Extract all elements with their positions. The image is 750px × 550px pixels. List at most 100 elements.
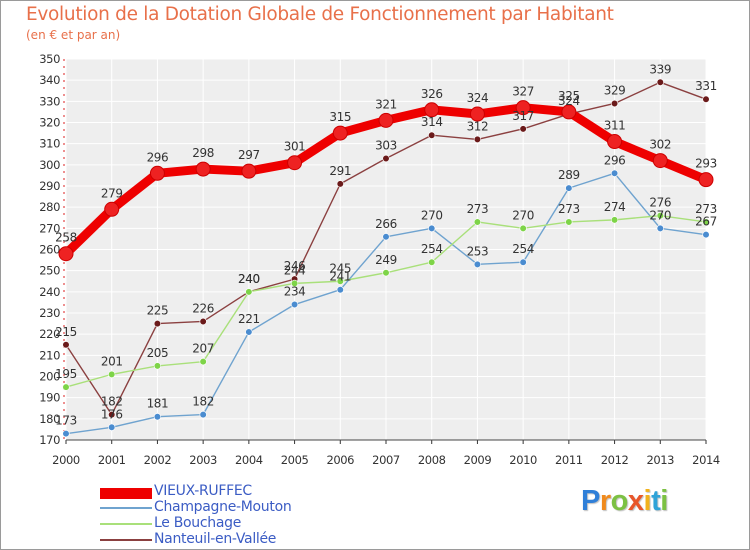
x-tick-label: 2013 <box>646 453 674 467</box>
y-tick-label: 250 <box>39 264 60 278</box>
x-tick-label: 2011 <box>555 453 583 467</box>
data-label: 273 <box>558 202 580 216</box>
data-label: 181 <box>147 397 169 411</box>
data-point <box>378 112 394 128</box>
data-point <box>656 224 664 232</box>
data-label: 253 <box>467 244 489 258</box>
data-point <box>519 224 527 232</box>
data-point <box>336 180 344 188</box>
x-tick-label: 2008 <box>418 453 446 467</box>
data-point <box>473 135 482 144</box>
data-label: 321 <box>375 97 397 111</box>
data-point <box>565 218 573 226</box>
logo-letter: x <box>627 485 644 517</box>
data-label: 327 <box>512 85 534 99</box>
data-label: 314 <box>421 115 443 129</box>
data-point <box>108 423 116 431</box>
y-tick-label: 300 <box>39 158 60 172</box>
y-tick-label: 290 <box>39 179 60 193</box>
logo-letter: i <box>660 485 668 517</box>
data-label: 215 <box>55 325 77 339</box>
x-tick-label: 2003 <box>189 453 217 467</box>
data-label: 246 <box>284 259 306 273</box>
data-point <box>515 100 531 116</box>
data-label: 296 <box>604 153 626 167</box>
data-point <box>336 277 344 285</box>
data-label: 273 <box>467 202 489 216</box>
data-label: 270 <box>649 208 671 222</box>
data-point <box>473 218 482 226</box>
data-point <box>199 411 207 419</box>
legend-swatch <box>100 487 152 499</box>
y-tick-label: 330 <box>39 94 60 108</box>
data-label: 240 <box>238 272 260 286</box>
legend-swatch <box>100 507 152 509</box>
x-tick-label: 2000 <box>52 453 80 467</box>
x-tick-label: 2006 <box>326 453 354 467</box>
data-label: 245 <box>329 261 351 275</box>
data-point <box>108 411 116 419</box>
data-label: 273 <box>695 202 717 216</box>
data-point <box>656 212 664 220</box>
data-label: 339 <box>649 62 671 76</box>
legend-label: Nanteuil-en-Vallée <box>154 531 277 547</box>
data-point <box>652 153 668 169</box>
data-point <box>149 165 165 181</box>
data-label: 221 <box>238 312 260 326</box>
data-label: 324 <box>558 94 580 108</box>
data-point <box>62 383 70 391</box>
y-tick-label: 220 <box>39 327 60 341</box>
data-point <box>702 218 710 226</box>
data-label: 331 <box>695 79 717 93</box>
data-label: 234 <box>284 285 306 299</box>
data-label: 291 <box>329 164 351 178</box>
data-label: 254 <box>421 242 443 256</box>
data-label: 279 <box>101 186 123 200</box>
data-point <box>561 104 577 120</box>
data-label: 297 <box>238 148 260 162</box>
data-label: 244 <box>284 263 306 277</box>
data-point <box>473 260 482 268</box>
data-label: 270 <box>512 208 534 222</box>
data-point <box>62 341 70 349</box>
axes: 170 180 190 200 210 220 230 240 250 260 270 280 290 3… <box>39 52 720 467</box>
x-tick-label: 2010 <box>509 453 537 467</box>
x-tick-label: 2004 <box>235 453 263 467</box>
data-point <box>62 430 70 438</box>
data-point <box>245 328 253 336</box>
data-point <box>565 184 573 192</box>
data-label: 302 <box>649 138 671 152</box>
y-tick-label: 270 <box>39 221 60 235</box>
data-point <box>382 269 390 277</box>
data-label: 317 <box>512 109 534 123</box>
data-point <box>698 172 714 188</box>
data-point <box>245 288 253 296</box>
data-point <box>287 155 303 171</box>
data-point <box>428 131 436 139</box>
y-tick-label: 350 <box>39 52 60 66</box>
legend-swatch <box>100 523 152 525</box>
legend-label: Le Bouchage <box>154 515 242 531</box>
data-point <box>469 106 485 122</box>
data-label: 296 <box>147 150 169 164</box>
logo-letter: t <box>651 485 661 517</box>
data-point <box>199 317 207 326</box>
data-point <box>424 102 440 118</box>
data-point <box>336 286 344 294</box>
data-label: 182 <box>192 395 214 409</box>
data-point <box>108 370 116 378</box>
data-label: 266 <box>375 217 397 231</box>
logo-letter: i <box>643 485 652 517</box>
data-point <box>153 319 162 328</box>
x-tick-label: 2014 <box>692 453 720 467</box>
legend-swatch <box>100 539 152 541</box>
data-label: 329 <box>604 83 626 97</box>
y-tick-label: 320 <box>39 116 60 130</box>
data-point <box>610 169 619 177</box>
chart-subtitle: (en € et par an) <box>26 28 121 42</box>
data-point <box>104 201 120 217</box>
data-point <box>656 78 664 86</box>
data-label: 176 <box>101 407 123 421</box>
data-point <box>428 224 436 232</box>
data-point <box>199 358 207 366</box>
